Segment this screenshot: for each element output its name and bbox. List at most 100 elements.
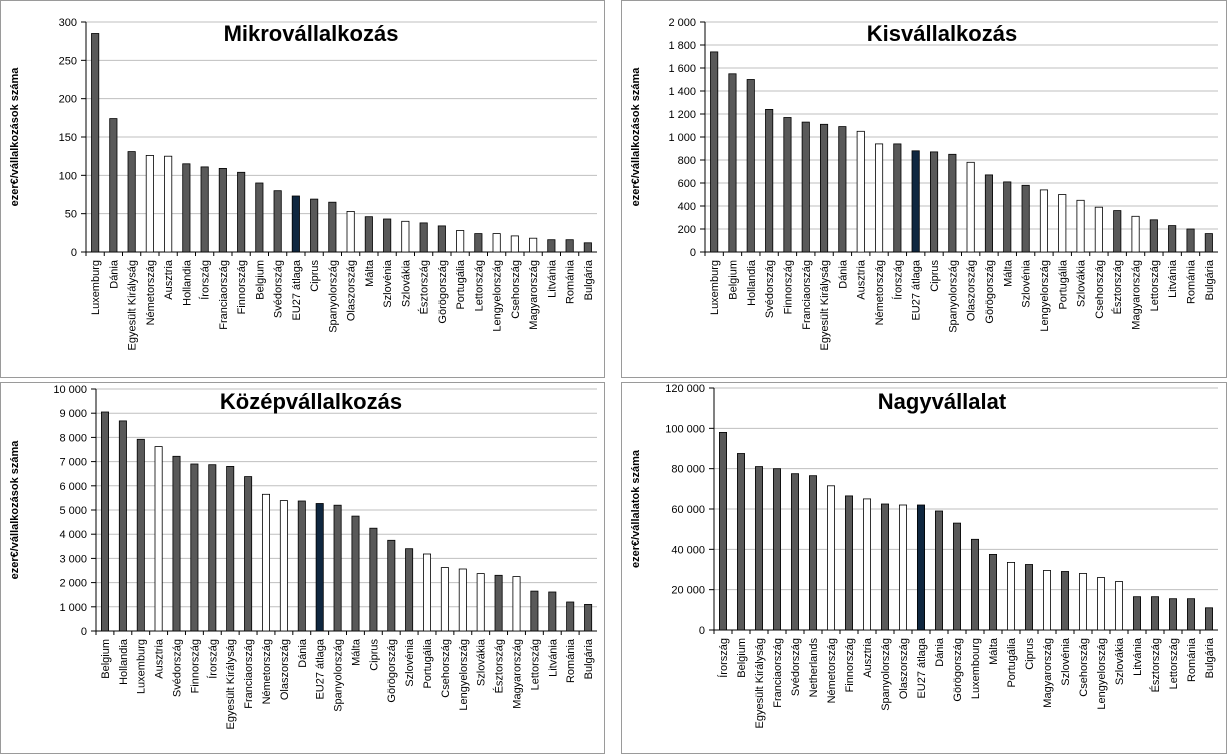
bar	[369, 527, 378, 632]
bar	[364, 216, 373, 253]
bar	[970, 538, 979, 631]
x-tick-label: Csehország	[1078, 638, 1090, 697]
y-tick-label: 0	[699, 625, 705, 637]
x-tick-label: Ausztria	[163, 259, 175, 300]
chart-svg: 0 50 100 150 200 250 300 Luxemburg Dánia Egyesült…	[9, 17, 597, 351]
bar	[1058, 194, 1067, 253]
bar	[737, 453, 746, 631]
bar	[966, 161, 975, 253]
bar	[512, 576, 521, 632]
y-tick-label: 50	[65, 209, 77, 221]
bar	[1149, 219, 1158, 253]
bar	[154, 446, 163, 632]
bar	[844, 495, 853, 631]
bar	[333, 504, 342, 632]
bar	[719, 432, 728, 631]
x-tick-label: Egyesült Királyság	[225, 639, 237, 730]
chart-title: Középvállalkozás	[220, 389, 402, 414]
x-tick-label: Lengyelország	[1039, 260, 1051, 332]
x-tick-label: Lettország	[529, 639, 541, 690]
x-tick-label: Svédország	[172, 639, 184, 697]
bar	[1021, 184, 1030, 253]
bar	[898, 504, 907, 631]
bar	[297, 500, 306, 632]
bar	[1131, 215, 1140, 253]
bar	[952, 522, 961, 631]
bar	[808, 475, 817, 631]
x-tick-label: Lengyelország	[458, 639, 470, 711]
y-tick-label: 4 000	[59, 529, 87, 541]
bar	[984, 174, 993, 253]
y-tick-label: 5 000	[59, 505, 87, 517]
x-tick-label: Finnország	[844, 638, 856, 692]
y-tick-label: 80 000	[671, 464, 705, 476]
bar	[200, 166, 209, 253]
y-axis-label: ezer€/vállalkozások száma	[630, 67, 642, 207]
x-tick-label: Olaszország	[279, 639, 291, 700]
x-tick-label: Észtország	[1149, 638, 1162, 692]
chart-title: Mikrovállalkozás	[224, 21, 399, 46]
x-tick-label: Finnország	[189, 639, 201, 693]
x-tick-label: EU27 átlaga	[315, 638, 327, 699]
x-tick-label: Írország	[717, 638, 730, 678]
bar	[315, 503, 324, 632]
x-tick-label: Hollandia	[746, 259, 758, 306]
bar	[874, 143, 884, 253]
bar	[109, 118, 118, 253]
y-tick-label: 150	[59, 132, 77, 144]
x-tick-label: Franciaország	[218, 260, 230, 330]
x-tick-label: Görögország	[952, 638, 964, 702]
bar	[1060, 571, 1069, 631]
bar	[401, 220, 410, 253]
bar	[237, 171, 246, 253]
x-tick-label: Spanyolország	[880, 638, 892, 711]
bar	[929, 151, 939, 253]
x-tick-label: Lengyelország	[492, 260, 504, 332]
y-tick-label: 1 600	[668, 63, 696, 75]
bar	[1169, 598, 1178, 631]
x-tick-label: Ciprus	[929, 260, 941, 292]
x-tick-label: Franciaország	[772, 638, 784, 708]
y-tick-label: 20 000	[671, 585, 705, 597]
x-tick-label: Bulgária	[583, 638, 595, 679]
x-tick-label: Franciaország	[801, 260, 813, 330]
x-tick-label: Csehország	[440, 639, 452, 698]
bar	[826, 485, 835, 631]
bar	[328, 201, 337, 253]
bar	[838, 126, 847, 253]
x-tick-label: Svédország	[273, 260, 285, 318]
bar	[226, 466, 235, 632]
x-tick-label: Németország	[874, 260, 886, 325]
x-tick-label: Belgium	[727, 260, 739, 300]
bar	[164, 155, 173, 253]
x-tick-label: Bulgária	[1204, 259, 1216, 300]
bar	[1094, 206, 1103, 253]
x-tick-label: Belgium	[254, 260, 266, 300]
x-tick-label: Litvánia	[1167, 259, 1179, 298]
bar	[583, 242, 592, 253]
x-tick-label: Németország	[261, 639, 273, 704]
x-tick-label: Görögország	[984, 260, 996, 324]
y-axis-label: ezer€/vállalkozások száma	[9, 67, 21, 207]
bar	[261, 493, 270, 632]
x-tick-label: EU27 átlaga	[911, 259, 923, 320]
y-axis-label: ezer€/vállalkozások száma	[9, 440, 21, 580]
x-tick-label: Írország	[891, 260, 904, 300]
bar	[1151, 596, 1160, 631]
y-axis-label: ezer€/vállalatok száma	[630, 449, 642, 568]
bar	[218, 167, 227, 253]
bar	[351, 515, 360, 632]
bar	[566, 601, 575, 632]
x-tick-label: Lengyelország	[1096, 638, 1108, 710]
bar	[529, 237, 538, 253]
y-tick-label: 100	[59, 170, 77, 182]
bar	[988, 553, 997, 631]
x-tick-label: Írország	[206, 639, 219, 679]
bar	[765, 109, 774, 253]
bar	[565, 239, 574, 253]
bar	[476, 573, 485, 632]
bar	[1024, 564, 1033, 631]
x-tick-label: Portugália	[1006, 637, 1018, 687]
bar	[1113, 210, 1122, 253]
bar	[1114, 581, 1123, 631]
